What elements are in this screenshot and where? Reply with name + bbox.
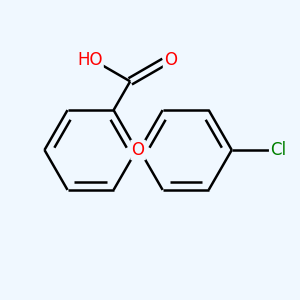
Text: O: O — [132, 141, 145, 159]
Text: Cl: Cl — [270, 141, 286, 159]
Text: HO: HO — [77, 51, 103, 69]
Text: O: O — [164, 51, 177, 69]
